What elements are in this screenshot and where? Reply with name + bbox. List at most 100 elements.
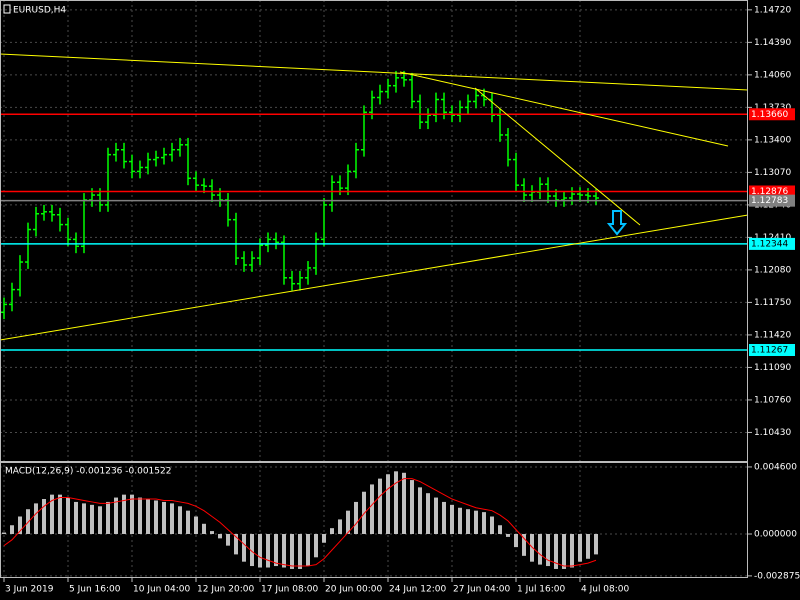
macd-bar xyxy=(562,533,566,569)
macd-bar xyxy=(378,478,382,534)
main-frame xyxy=(0,0,748,462)
macd-bar xyxy=(386,474,390,534)
price-level-box xyxy=(749,194,795,207)
labels-layer: 1.14720 1.14390 1.14060 1.13730 1.13400 1.130… xyxy=(3,5,800,595)
macd-bar xyxy=(594,533,598,555)
macd-bar xyxy=(226,533,230,546)
price-level-label: 1.12783 xyxy=(751,196,788,206)
price-level-box xyxy=(749,108,795,121)
x-tick-label: 1 Jul 16:00 xyxy=(517,585,566,595)
trend-line xyxy=(399,71,729,147)
y-tick-label: 1.14390 xyxy=(754,38,791,48)
macd-bar xyxy=(474,510,478,534)
macd-bar xyxy=(330,528,334,534)
macd-bar xyxy=(114,497,118,534)
x-tick-label: 4 Jul 08:00 xyxy=(581,585,630,595)
macd-bar xyxy=(162,501,166,534)
macd-bar xyxy=(450,504,454,534)
macd-bar xyxy=(250,533,254,567)
signal-line xyxy=(3,478,597,567)
macd-bar xyxy=(410,480,414,534)
macd-title: MACD(12,26,9) -0.001236 -0.001522 xyxy=(5,467,171,477)
macd-bar xyxy=(538,533,542,565)
macd-bar xyxy=(258,533,262,568)
macd-bar xyxy=(354,501,358,534)
macd-bar xyxy=(490,516,494,534)
x-tick-label: 27 Jun 04:00 xyxy=(453,585,510,595)
macd-bar xyxy=(290,533,294,569)
macd-bar xyxy=(298,533,302,569)
macd-bar xyxy=(482,512,486,534)
macd-bar xyxy=(458,507,462,534)
macd-bar xyxy=(426,493,430,534)
macd-bar xyxy=(74,501,78,534)
trend-line xyxy=(0,214,749,341)
y-tick-label: 1.13730 xyxy=(754,103,791,113)
macd-bar xyxy=(266,533,270,568)
macd-bar xyxy=(218,533,222,539)
macd-bar xyxy=(130,494,134,534)
down-arrow xyxy=(606,210,628,236)
macd-bar xyxy=(170,503,174,534)
y-tick-label: 0.004600 xyxy=(754,462,797,472)
macd-bar xyxy=(122,494,126,534)
macd-bar xyxy=(202,523,206,534)
macd-bar xyxy=(106,501,110,534)
marks-layer xyxy=(0,70,748,569)
macd-bar xyxy=(178,506,182,534)
macd-bar xyxy=(338,519,342,534)
macd-bar xyxy=(154,500,158,534)
macd-bar xyxy=(466,509,470,534)
x-tick-label: 24 Jun 12:00 xyxy=(389,585,446,595)
y-tick-label: 1.11750 xyxy=(754,298,791,308)
macd-bar xyxy=(282,533,286,568)
macd-bar xyxy=(434,497,438,534)
trend-line xyxy=(474,87,641,226)
macd-bar xyxy=(210,531,214,534)
macd-bar xyxy=(274,533,278,567)
macd-bar xyxy=(442,501,446,534)
macd-bar xyxy=(306,533,310,567)
macd-bar xyxy=(194,516,198,534)
macd-bar xyxy=(98,506,102,534)
macd-bar xyxy=(50,494,54,534)
macd-bar xyxy=(42,499,46,534)
y-tick-label: 1.13400 xyxy=(754,135,791,145)
macd-bar xyxy=(506,533,510,537)
macd-bar xyxy=(578,533,582,562)
x-tick-label: 5 Jun 16:00 xyxy=(69,585,121,595)
macd-bar xyxy=(546,533,550,567)
y-tick-label: 1.12080 xyxy=(754,265,791,275)
y-tick-label: 1.10430 xyxy=(754,428,791,438)
y-tick-label: 1.10760 xyxy=(754,395,791,405)
macd-bar xyxy=(498,525,502,534)
y-tick-label: 1.14060 xyxy=(754,70,791,80)
macd-bar xyxy=(58,494,62,534)
macd-bar xyxy=(522,533,526,556)
trend-lines xyxy=(0,53,749,341)
macd-bar xyxy=(586,533,590,559)
macd-bar xyxy=(146,499,150,534)
y-tick-label: 1.14720 xyxy=(754,5,791,15)
macd-bar xyxy=(138,497,142,534)
trend-line xyxy=(0,53,749,91)
macd-bar xyxy=(82,503,86,534)
macd-bar xyxy=(554,533,558,569)
y-tick-label: 1.11420 xyxy=(754,330,791,340)
x-tick-label: 17 Jun 08:00 xyxy=(261,585,318,595)
macd-bar xyxy=(314,533,318,558)
y-tick-label: 1.13070 xyxy=(754,168,791,178)
macd-bar xyxy=(2,532,6,534)
price-level-box xyxy=(749,185,795,198)
price-level-label: 1.11267 xyxy=(751,345,788,355)
y-tick-label: 0.000000 xyxy=(754,529,797,539)
macd-bar xyxy=(418,487,422,534)
macd-bar xyxy=(234,533,238,555)
price-level-box xyxy=(749,343,795,356)
macd-bar xyxy=(394,471,398,534)
macd-frame xyxy=(0,462,748,578)
macd-bar xyxy=(514,533,518,548)
